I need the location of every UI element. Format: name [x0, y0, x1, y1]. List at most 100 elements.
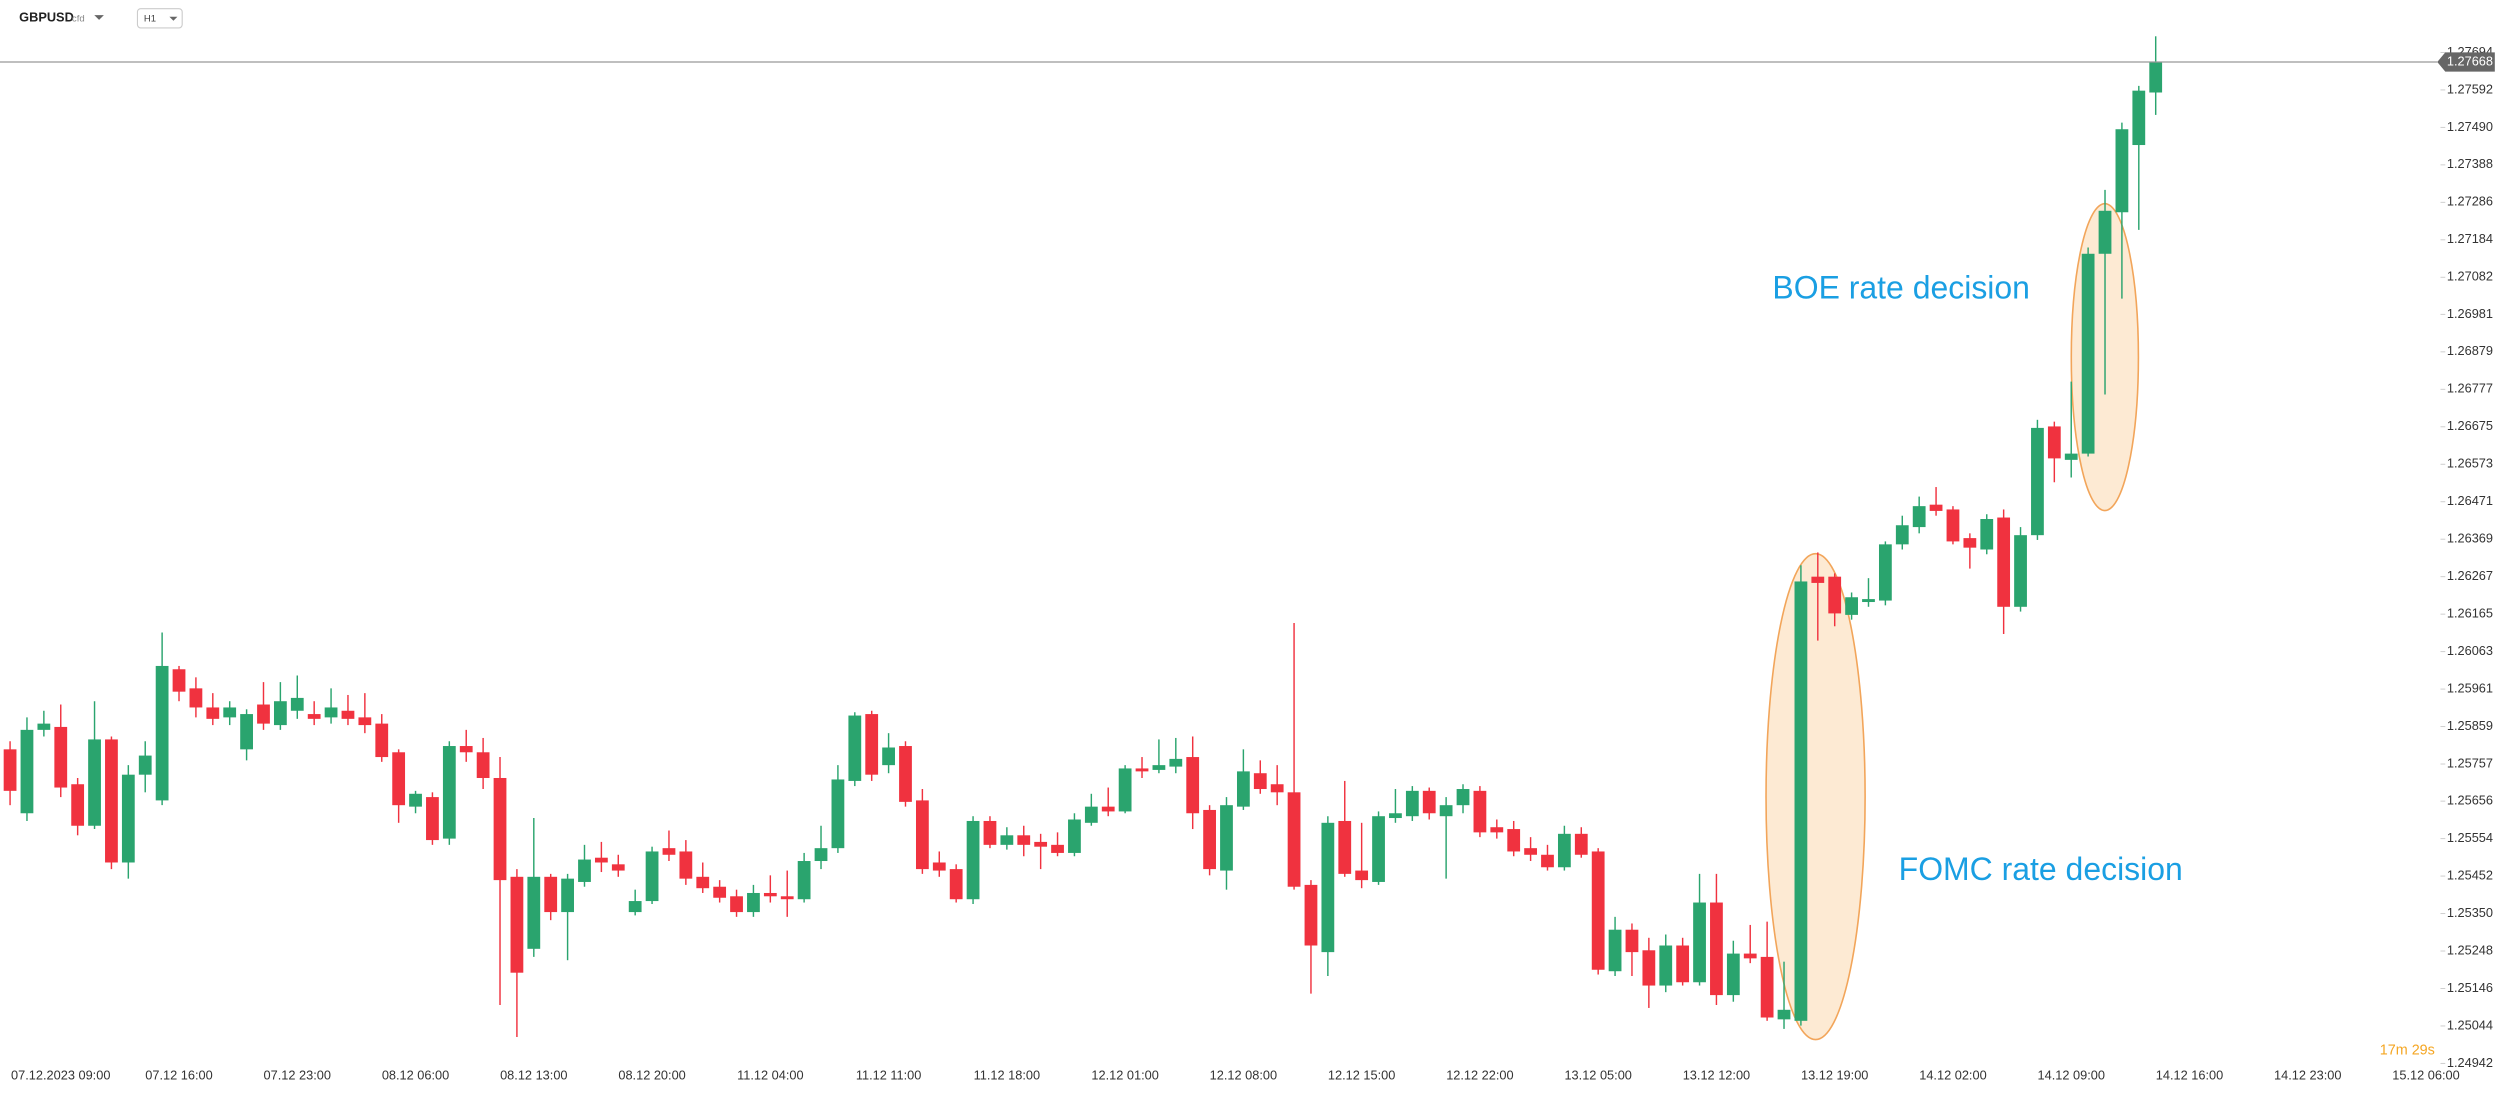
candle-body [37, 723, 51, 730]
candle-body [763, 892, 777, 897]
toolbar: GBPUSD cfd H1 [19, 8, 183, 29]
candle-body [1760, 956, 1774, 1018]
candle-body [257, 704, 270, 724]
y-tick-label: 1.25146 [2447, 980, 2493, 995]
candle-body [1828, 576, 1842, 614]
last-price-label: 1.27668 [2447, 53, 2493, 68]
candle-body [1084, 806, 1098, 823]
candle-body [392, 752, 406, 806]
candle-body [949, 869, 963, 900]
timeframe-dropdown-arrow[interactable] [169, 16, 178, 21]
candle-body [578, 859, 591, 882]
x-tick-label: 07.12 23:00 [264, 1068, 331, 1083]
y-tick-label: 1.26879 [2447, 343, 2493, 358]
candle-body [679, 851, 693, 879]
x-tick-label: 11.12 04:00 [737, 1068, 804, 1083]
candle-body [2064, 453, 2078, 460]
candle-body [493, 777, 507, 881]
y-tick-label: 1.24942 [2447, 1055, 2493, 1070]
candle-body [290, 697, 304, 711]
candle-body [1017, 835, 1031, 845]
candle-body [426, 797, 439, 841]
y-tick-label: 1.25248 [2447, 942, 2493, 957]
candle-body [594, 857, 608, 863]
candle-body [172, 669, 186, 692]
candle-body [561, 878, 574, 913]
candle-body [1541, 854, 1554, 868]
y-tick-label: 1.26777 [2447, 381, 2493, 396]
candle-body [730, 896, 743, 913]
candle-body [88, 739, 101, 826]
y-tick-label: 1.26981 [2447, 306, 2493, 321]
x-tick-label: 13.12 19:00 [1801, 1068, 1868, 1083]
y-tick-label: 1.27388 [2447, 156, 2493, 171]
timeframe-select[interactable] [136, 8, 183, 29]
y-tick-label: 1.25452 [2447, 867, 2493, 882]
x-tick-label: 08.12 06:00 [382, 1068, 449, 1083]
x-tick-label: 15.12 06:00 [2392, 1068, 2459, 1083]
candle-body [2098, 210, 2112, 254]
candle-body [1794, 581, 1808, 1021]
candle-body [375, 723, 389, 758]
candle-body [476, 752, 490, 778]
candle-body [1439, 805, 1453, 817]
annotation: FOMC rate decision [1899, 851, 2183, 887]
y-tick-label: 1.26165 [2447, 606, 2493, 621]
candle-body [747, 892, 760, 913]
candle-body [1507, 829, 1521, 852]
candle-body [2047, 426, 2061, 459]
candle-body [324, 707, 338, 718]
candle-body [189, 688, 203, 708]
candle-body [1270, 784, 1284, 793]
candle-body [1963, 538, 1977, 548]
candle-body [1557, 833, 1571, 868]
y-tick-label: 1.27082 [2447, 269, 2493, 284]
x-tick-label: 12.12 08:00 [1210, 1068, 1277, 1083]
y-tick-label: 1.25656 [2447, 793, 2493, 808]
x-tick-label: 07.12 16:00 [145, 1068, 212, 1083]
candle-body [662, 848, 676, 855]
candle-body [865, 714, 879, 775]
candle-body [1338, 820, 1352, 874]
candle-body [1591, 851, 1605, 970]
symbol-dropdown-arrow[interactable] [94, 15, 104, 20]
candle-body [71, 784, 85, 826]
symbol[interactable]: GBPUSD [19, 10, 74, 25]
candle-body [899, 746, 912, 802]
candle-body [1726, 953, 1740, 996]
candle-body [20, 729, 34, 814]
y-tick-label: 1.27592 [2447, 81, 2493, 96]
fomc-highlight [1765, 552, 1866, 1041]
candle-body [1405, 790, 1419, 817]
candle-body [2149, 62, 2163, 93]
y-tick-label: 1.26267 [2447, 568, 2493, 583]
candle-body [1490, 827, 1504, 833]
candle-body [1676, 945, 1690, 983]
y-tick-label: 1.25757 [2447, 755, 2493, 770]
candle-body [611, 864, 625, 871]
x-tick-label: 11.12 18:00 [974, 1068, 1041, 1083]
candle-body [138, 755, 152, 775]
candle-body [358, 717, 372, 726]
candle-body [1473, 790, 1487, 833]
candle-body [1169, 758, 1183, 767]
candle-body [848, 715, 862, 781]
candle-body [1304, 884, 1318, 946]
x-tick-label: 12.12 22:00 [1446, 1068, 1513, 1083]
x-tick-label: 08.12 13:00 [500, 1068, 567, 1083]
candle-body [307, 714, 321, 719]
candle-body [1574, 833, 1588, 855]
x-tick-label: 12.12 15:00 [1328, 1068, 1395, 1083]
candle-body [1220, 805, 1233, 871]
x-tick-label: 13.12 05:00 [1564, 1068, 1631, 1083]
candle-body [105, 739, 118, 863]
x-tick-label: 14.12 16:00 [2156, 1068, 2223, 1083]
candle-body [1642, 950, 1656, 986]
candle-body [1777, 1009, 1791, 1020]
candle-body [915, 800, 929, 870]
candle-body [1068, 819, 1081, 853]
candle-body [1051, 844, 1064, 853]
candle-body [1659, 945, 1673, 986]
candle-body [797, 861, 811, 900]
